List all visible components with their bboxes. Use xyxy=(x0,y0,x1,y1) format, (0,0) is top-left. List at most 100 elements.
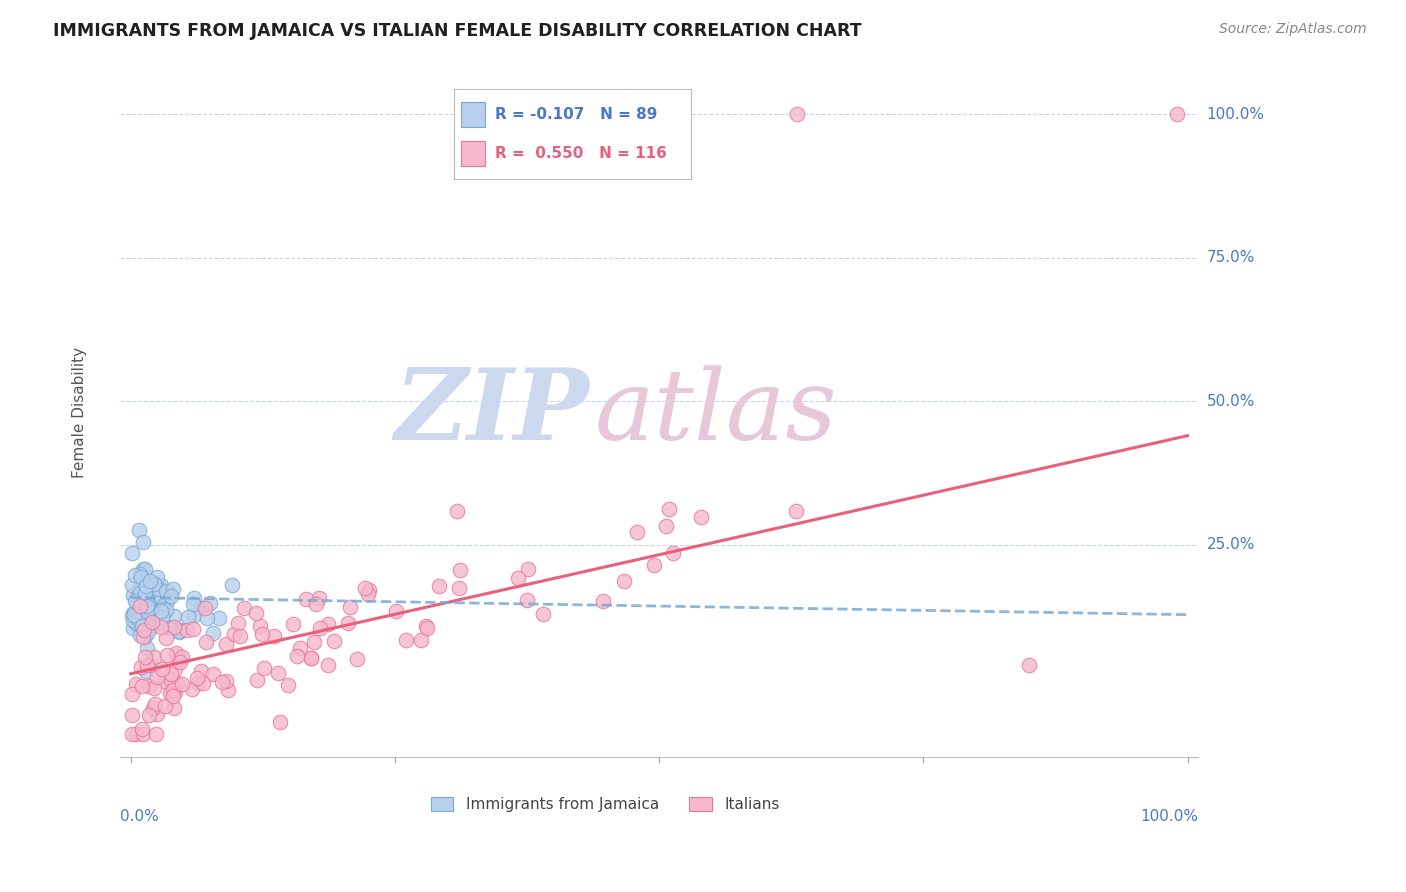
Point xyxy=(217,682,239,697)
Point xyxy=(160,666,183,681)
Point xyxy=(269,714,291,729)
Point xyxy=(263,629,285,643)
Point xyxy=(156,648,179,662)
Point xyxy=(1018,658,1040,673)
Point xyxy=(129,599,152,614)
Point xyxy=(337,615,360,630)
Point xyxy=(202,667,225,681)
Point xyxy=(122,613,145,627)
Point xyxy=(139,574,162,588)
Point xyxy=(322,633,344,648)
Point xyxy=(134,629,156,643)
Point xyxy=(409,632,432,647)
Point xyxy=(166,649,188,664)
Point xyxy=(177,610,200,624)
Point xyxy=(139,620,162,634)
Point xyxy=(128,524,150,538)
Point xyxy=(129,569,152,583)
Point xyxy=(155,631,177,645)
Point xyxy=(131,659,153,673)
Point xyxy=(125,676,148,690)
Point xyxy=(136,591,159,605)
Point xyxy=(172,676,194,690)
Point xyxy=(643,558,665,572)
Point xyxy=(299,650,322,665)
Point xyxy=(132,608,155,623)
Point xyxy=(201,626,224,640)
Point xyxy=(169,624,191,638)
Point xyxy=(165,662,187,676)
Point xyxy=(166,676,188,690)
Point xyxy=(356,586,378,600)
Point xyxy=(690,509,713,524)
Point xyxy=(136,607,159,621)
Point xyxy=(132,727,155,741)
Point xyxy=(305,597,328,611)
Point xyxy=(304,635,326,649)
Point xyxy=(124,567,146,582)
Point xyxy=(136,599,159,613)
Point xyxy=(127,583,149,598)
Point xyxy=(121,587,143,601)
Point xyxy=(121,608,143,623)
Point xyxy=(162,682,184,697)
Point xyxy=(316,616,339,631)
Point xyxy=(533,607,555,621)
Point xyxy=(245,606,267,620)
Point xyxy=(135,579,157,593)
Point xyxy=(143,577,166,591)
Point xyxy=(141,599,163,614)
Point xyxy=(128,582,150,596)
Point xyxy=(136,597,159,611)
Point xyxy=(155,603,177,617)
Point xyxy=(654,519,676,533)
Point xyxy=(221,578,243,592)
Point xyxy=(191,675,214,690)
Text: 100.0%: 100.0% xyxy=(1206,107,1264,122)
Point xyxy=(395,633,418,648)
Point xyxy=(125,727,148,741)
Point xyxy=(215,637,238,651)
Point xyxy=(194,600,217,615)
Point xyxy=(167,625,190,640)
Point xyxy=(208,611,231,625)
Text: 50.0%: 50.0% xyxy=(1206,393,1254,409)
Point xyxy=(132,601,155,615)
Point xyxy=(339,599,361,614)
Point xyxy=(134,562,156,576)
Point xyxy=(359,582,381,597)
Point xyxy=(169,656,191,670)
Point xyxy=(132,561,155,575)
Point xyxy=(143,576,166,591)
Point xyxy=(658,501,681,516)
Point xyxy=(785,504,807,518)
Point xyxy=(416,621,439,635)
Point xyxy=(159,621,181,635)
Point xyxy=(613,574,636,588)
Point xyxy=(142,589,165,603)
Point xyxy=(135,593,157,607)
Point xyxy=(1166,107,1188,121)
Point xyxy=(299,650,322,665)
Point xyxy=(132,534,155,549)
Point xyxy=(153,602,176,616)
Point xyxy=(131,722,153,736)
Point xyxy=(136,657,159,672)
Point xyxy=(145,727,167,741)
Point xyxy=(447,581,470,595)
Point xyxy=(446,504,468,518)
Point xyxy=(127,612,149,626)
Point xyxy=(125,615,148,630)
Point xyxy=(129,586,152,600)
Point xyxy=(295,592,318,607)
Point xyxy=(176,623,198,637)
Point xyxy=(346,652,368,666)
Point xyxy=(142,701,165,715)
Point xyxy=(138,607,160,621)
Point xyxy=(136,607,159,622)
Point xyxy=(150,609,173,624)
Point xyxy=(229,629,252,643)
Point xyxy=(153,674,176,689)
Text: 100.0%: 100.0% xyxy=(1140,809,1198,823)
Text: IMMIGRANTS FROM JAMAICA VS ITALIAN FEMALE DISABILITY CORRELATION CHART: IMMIGRANTS FROM JAMAICA VS ITALIAN FEMAL… xyxy=(53,22,862,40)
